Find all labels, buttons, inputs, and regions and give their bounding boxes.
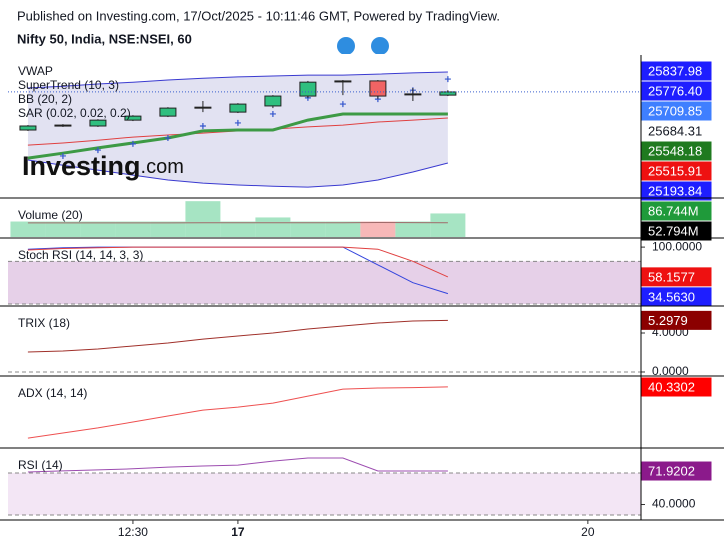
bar [430, 213, 466, 237]
candle-body [404, 93, 422, 96]
sar-point [444, 76, 451, 83]
band-upper [27, 71, 448, 89]
sar-point [199, 123, 206, 129]
band-fill [8, 473, 641, 516]
legend-label: ADX (14, 14) [18, 386, 87, 400]
watermark: Investing.com [22, 151, 184, 181]
legend-label: VWAP [18, 64, 53, 78]
axis-label: 25776.40 [648, 83, 702, 98]
axis-label: 25709.85 [648, 103, 702, 118]
y-tick-label: 100.0000 [652, 239, 702, 253]
x-tick-label: 12:30 [118, 525, 148, 539]
title: Nifty 50, India, NSE:NSEI, 60 [17, 31, 192, 46]
legend-label: Volume (20) [18, 208, 83, 222]
watermark-main: Investing [22, 151, 141, 181]
bar [395, 221, 431, 237]
sar-point [164, 135, 171, 142]
bar [150, 221, 186, 237]
axis-label: 71.9202 [648, 463, 695, 478]
watermark-suffix: .com [141, 156, 184, 178]
axis-label: 5.2979 [648, 313, 688, 328]
bar [290, 221, 326, 237]
candle-body [89, 119, 107, 127]
legend-label: RSI (14) [18, 458, 63, 472]
line [27, 457, 448, 473]
axis-label: 86.744M [648, 203, 699, 218]
bar [220, 221, 256, 237]
bar [255, 217, 291, 237]
sar-point [339, 101, 346, 108]
candle-body [369, 80, 387, 97]
y-tick-label: 40.0000 [652, 497, 696, 511]
candle-body [229, 103, 247, 113]
candle-body [19, 125, 37, 131]
axis-label: 52.794M [648, 223, 699, 238]
candle-body [264, 95, 282, 107]
band-lower [27, 159, 449, 188]
axis-label: 25548.18 [648, 143, 702, 158]
candle-body [299, 81, 317, 97]
subtitle: Published on Investing.com, 17/Oct/2025 … [17, 8, 500, 23]
candle-body [54, 124, 72, 127]
sar-point [234, 119, 241, 126]
candle-body [194, 106, 212, 109]
candle-body [334, 80, 352, 83]
line [27, 246, 449, 278]
sar-point [94, 147, 101, 154]
candle-body [159, 107, 177, 117]
y-tick-label: 0.0000 [652, 364, 689, 378]
legend-label: BB (20, 2) [18, 92, 72, 106]
bar [80, 221, 116, 237]
axis-label: 25837.98 [648, 63, 702, 78]
bar [360, 221, 396, 237]
axis-label: 25684.31 [648, 123, 702, 138]
line [27, 319, 448, 353]
band-fill [8, 261, 641, 305]
header-cover [0, 54, 724, 56]
x-tick-label: 17 [231, 525, 245, 539]
legend-label: TRIX (18) [18, 316, 70, 330]
legend-label: SAR (0.02, 0.02, 0.2) [18, 106, 131, 120]
icon [371, 37, 389, 55]
axis-label: 58.1577 [648, 269, 695, 284]
bar [115, 221, 151, 237]
candle-body [124, 115, 142, 121]
legend-label: Stoch RSI (14, 14, 3, 3) [18, 248, 143, 262]
bar [10, 221, 46, 237]
sar-point [59, 152, 66, 159]
axis-label: 25515.91 [648, 163, 702, 178]
axis-label: 40.3302 [648, 379, 695, 394]
icon [337, 37, 355, 55]
candle-body [439, 91, 457, 96]
line [27, 386, 448, 439]
axis-label: 25193.84 [648, 183, 702, 198]
x-tick-label: 20 [581, 525, 595, 539]
sar-point [129, 140, 136, 147]
bar [325, 221, 361, 237]
bar [45, 221, 81, 237]
sar-point [269, 110, 276, 117]
legend-label: SuperTrend (10, 3) [18, 78, 119, 92]
bar [185, 201, 221, 237]
axis-label: 34.5630 [648, 289, 695, 304]
